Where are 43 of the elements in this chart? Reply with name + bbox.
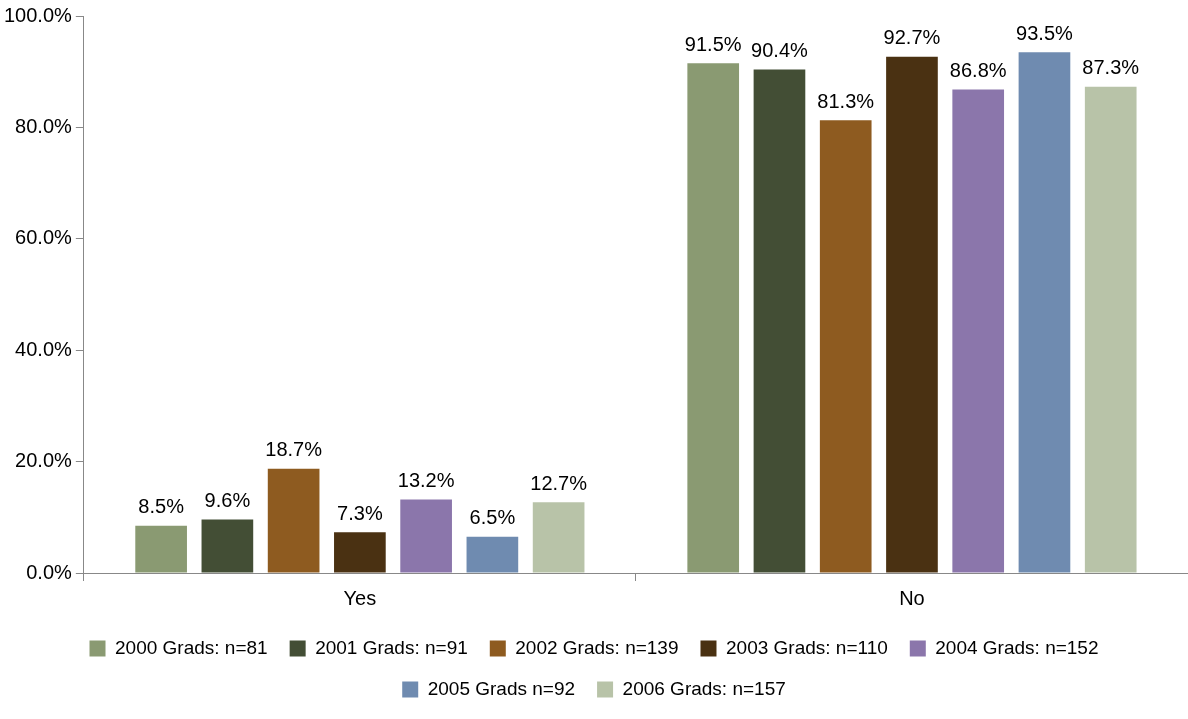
bar bbox=[135, 525, 187, 573]
bar bbox=[952, 89, 1005, 573]
x-tick-label: Yes bbox=[343, 586, 377, 609]
y-tick-label: 100.0% bbox=[3, 3, 73, 26]
data-label: 18.7% bbox=[265, 438, 323, 461]
legend-label: 2005 Grads n=92 bbox=[427, 677, 576, 699]
data-label: 6.5% bbox=[469, 506, 516, 529]
x-tick-label: No bbox=[899, 586, 925, 609]
bar bbox=[886, 56, 938, 573]
y-tick-label: 60.0% bbox=[15, 226, 73, 249]
data-label: 7.3% bbox=[337, 501, 383, 524]
bar bbox=[267, 468, 320, 573]
bar bbox=[753, 69, 806, 573]
legend-label: 2006 Grads: n=157 bbox=[622, 677, 786, 699]
legend-label: 2002 Grads: n=139 bbox=[515, 636, 679, 658]
data-label: 90.4% bbox=[751, 38, 809, 61]
data-label: 8.5% bbox=[138, 495, 185, 518]
legend-label: 2003 Grads: n=110 bbox=[725, 636, 888, 658]
data-label: 87.3% bbox=[1082, 56, 1140, 79]
data-label: 93.5% bbox=[1016, 21, 1074, 44]
bar bbox=[532, 502, 585, 573]
data-label: 91.5% bbox=[684, 32, 742, 55]
y-tick-label: 0.0% bbox=[26, 560, 73, 583]
bar bbox=[1018, 52, 1071, 573]
legend-label: 2001 Grads: n=91 bbox=[315, 636, 468, 658]
data-label: 92.7% bbox=[883, 26, 941, 49]
bar bbox=[687, 63, 740, 573]
legend-label: 2000 Grads: n=81 bbox=[115, 636, 268, 658]
bar bbox=[1084, 86, 1137, 573]
data-label: 13.2% bbox=[397, 468, 455, 491]
bar bbox=[400, 499, 452, 573]
bar bbox=[334, 532, 386, 573]
bar bbox=[466, 536, 519, 573]
data-label: 12.7% bbox=[530, 471, 588, 494]
bar bbox=[819, 120, 872, 573]
legend-label: 2004 Grads: n=152 bbox=[935, 636, 1099, 658]
data-label: 9.6% bbox=[204, 489, 251, 512]
data-label: 81.3% bbox=[817, 89, 875, 112]
data-label: 86.8% bbox=[949, 59, 1007, 82]
y-tick-label: 20.0% bbox=[15, 449, 73, 472]
y-tick-label: 40.0% bbox=[15, 337, 73, 360]
bar bbox=[201, 519, 254, 573]
y-tick-label: 80.0% bbox=[15, 114, 73, 137]
